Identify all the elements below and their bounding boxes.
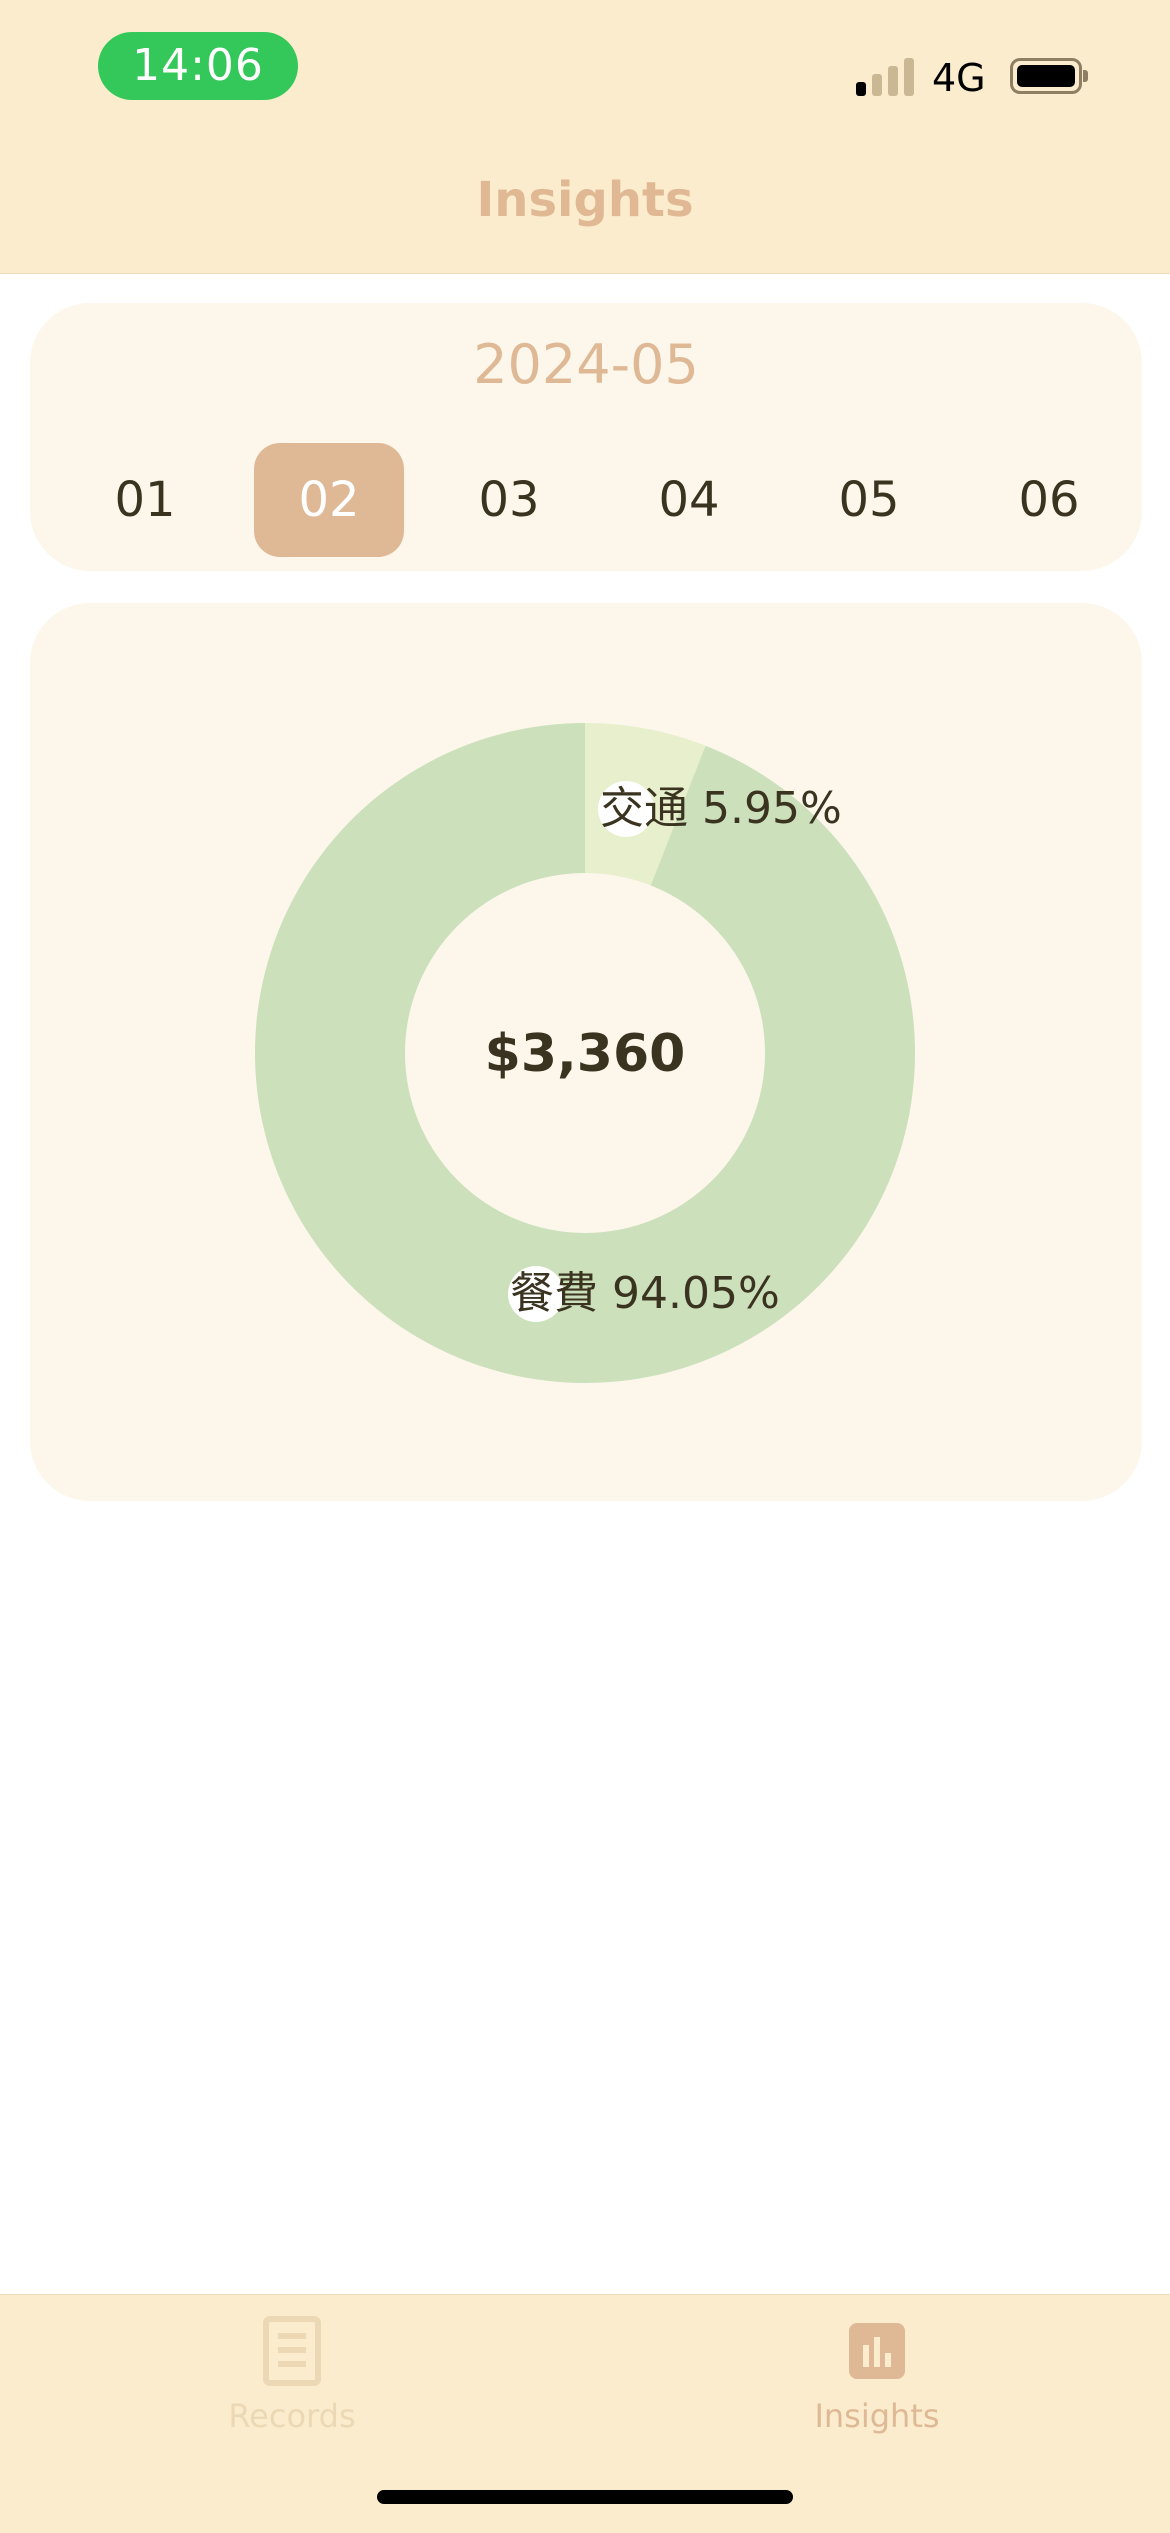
month-item[interactable]: 03 — [478, 472, 540, 528]
month-selector-card: 2024-05 01 02 03 04 05 06 — [30, 303, 1142, 571]
year-month-label[interactable]: 2024-05 — [473, 333, 699, 396]
expense-chart-card: $3,360 交通 5.95% 餐費 94.05% — [30, 603, 1142, 1501]
slice-label: 餐費 94.05% — [510, 1268, 780, 1319]
slice-label-marker — [598, 781, 654, 837]
expense-donut-chart: $3,360 交通 5.95% 餐費 94.05% — [254, 723, 915, 1383]
page-title: Insights — [476, 172, 694, 228]
slice-label-marker — [508, 1266, 564, 1322]
home-indicator — [377, 2490, 793, 2504]
month-item[interactable]: 06 — [1018, 472, 1080, 528]
month-item[interactable]: 04 — [658, 472, 720, 528]
donut-hole — [405, 873, 765, 1233]
month-item[interactable]: 01 — [114, 472, 176, 528]
bar-chart-icon — [849, 2323, 905, 2379]
tab-records[interactable]: Records — [142, 2315, 442, 2455]
header-bar: 14:06 4G Insights — [0, 0, 1170, 274]
battery-icon — [1010, 58, 1088, 94]
tab-records-label: Records — [228, 2397, 356, 2435]
tab-insights[interactable]: Insights — [727, 2315, 1027, 2455]
slice-label: 交通 5.95% — [600, 783, 842, 834]
signal-strength-icon — [856, 58, 916, 96]
status-time: 14:06 — [98, 32, 298, 100]
network-type: 4G — [932, 56, 986, 100]
month-item[interactable]: 05 — [838, 472, 900, 528]
month-list: 01 02 03 04 05 06 — [46, 443, 1126, 557]
total-amount: $3,360 — [485, 1024, 686, 1084]
month-item-selected[interactable]: 02 — [254, 443, 404, 557]
tab-insights-label: Insights — [814, 2397, 940, 2435]
document-list-icon — [263, 2316, 321, 2386]
